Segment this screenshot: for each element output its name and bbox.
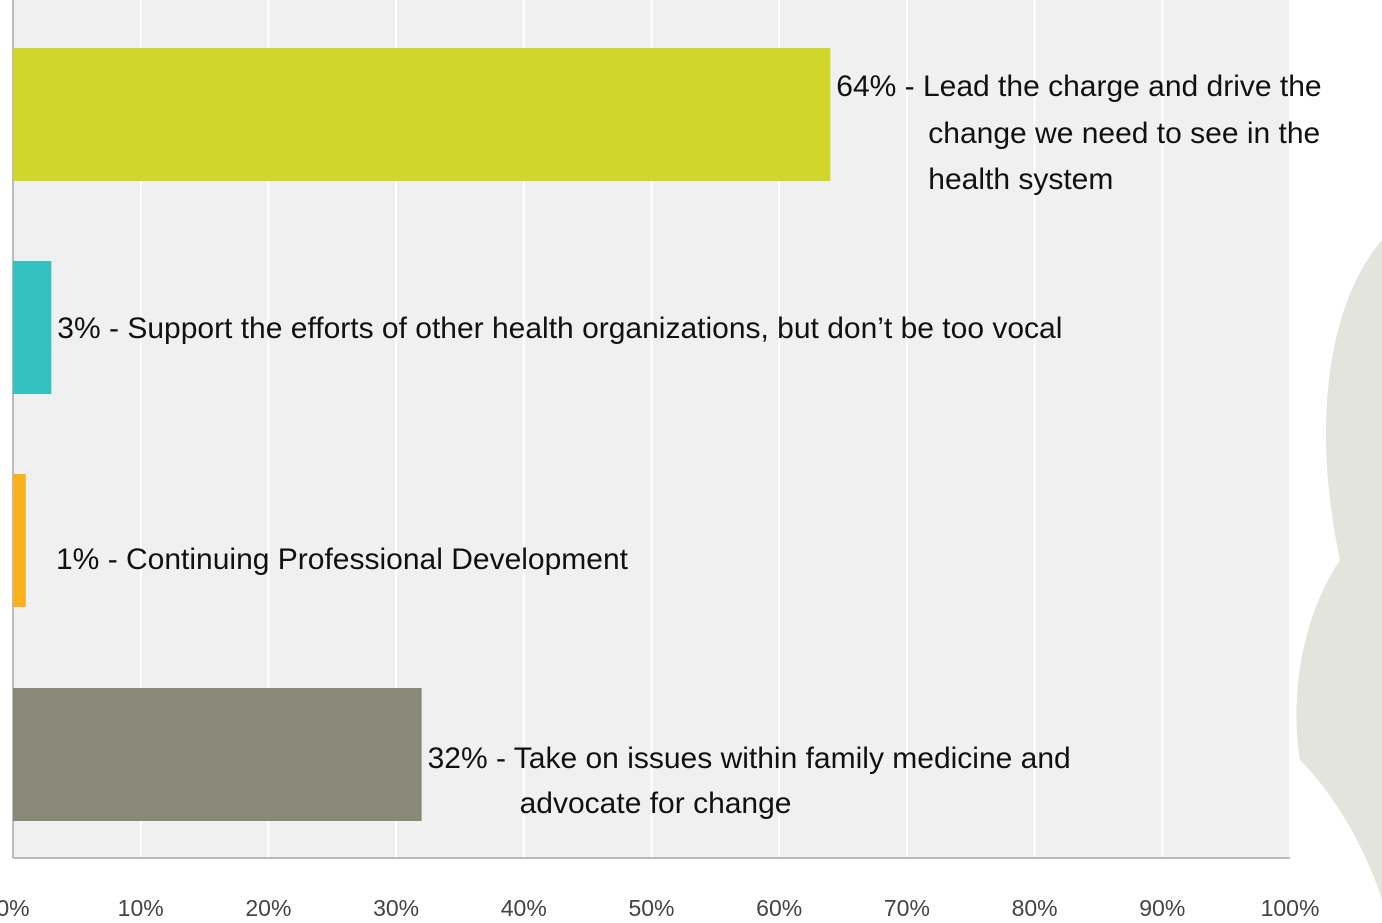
bar xyxy=(13,261,52,394)
x-tick-label: 60% xyxy=(756,895,802,921)
watermark xyxy=(1296,240,1382,900)
data-label: 32% - Take on issues within family medic… xyxy=(428,742,1071,775)
data-label: 3% - Support the efforts of other health… xyxy=(57,312,1062,345)
data-label: health system xyxy=(928,163,1113,196)
data-label: 1% - Continuing Professional Development xyxy=(56,543,629,576)
bar xyxy=(13,688,422,821)
x-tick-label: 100% xyxy=(1261,895,1320,921)
x-tick-label: 20% xyxy=(245,895,291,921)
x-tick-label: 50% xyxy=(628,895,674,921)
x-tick-label: 90% xyxy=(1139,895,1185,921)
data-label: change we need to see in the xyxy=(928,117,1320,150)
x-tick-label: 40% xyxy=(501,895,547,921)
bar xyxy=(13,474,26,607)
data-label: 64% - Lead the charge and drive the xyxy=(836,70,1321,103)
data-label: advocate for change xyxy=(520,787,792,820)
x-tick-label: 70% xyxy=(884,895,930,921)
x-tick-label: 10% xyxy=(118,895,164,921)
x-tick-label: 80% xyxy=(1012,895,1058,921)
x-tick-label: 30% xyxy=(373,895,419,921)
x-tick-label: 0% xyxy=(0,895,30,921)
bar xyxy=(13,48,831,181)
